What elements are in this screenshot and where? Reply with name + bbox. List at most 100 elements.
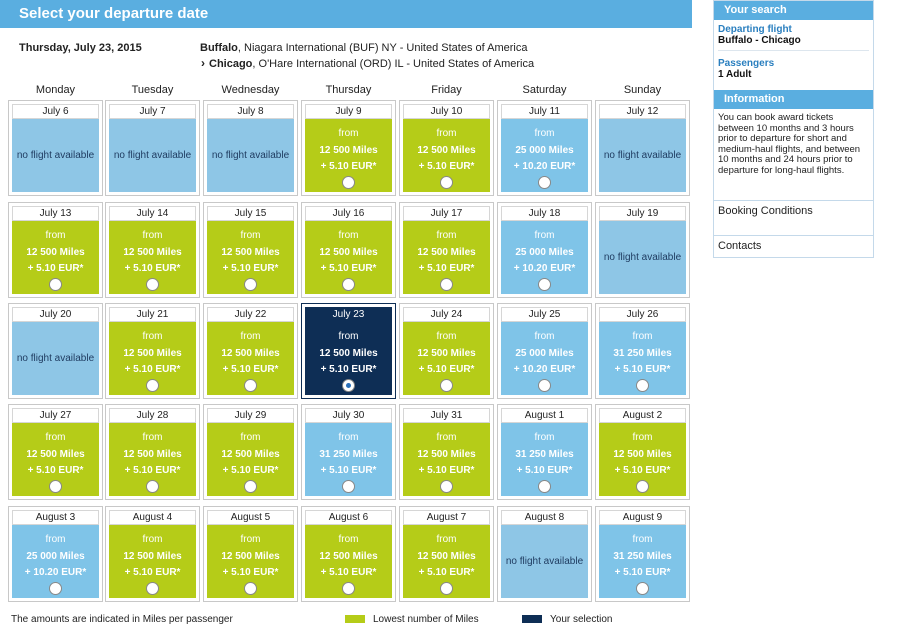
fee-value: + 5.10 EUR*: [124, 364, 181, 375]
date-cell[interactable]: July 30 from 31 250 Miles + 5.10 EUR*: [301, 404, 396, 500]
date-cell[interactable]: July 25 from 25 000 Miles + 10.20 EUR*: [497, 303, 592, 399]
fare-body: from 12 500 Miles + 5.10 EUR*: [207, 322, 294, 395]
date-cell[interactable]: July 22 from 12 500 Miles + 5.10 EUR*: [203, 303, 298, 399]
miles-value: 12 500 Miles: [123, 551, 182, 562]
select-date-radio[interactable]: [538, 176, 551, 189]
select-date-radio[interactable]: [146, 278, 159, 291]
date-cell[interactable]: August 7 from 12 500 Miles + 5.10 EUR*: [399, 506, 494, 602]
miles-value: 12 500 Miles: [123, 348, 182, 359]
date-label: July 31: [403, 408, 490, 423]
date-cell: July 6 no flight available: [8, 100, 103, 196]
date-cell[interactable]: August 4 from 12 500 Miles + 5.10 EUR*: [105, 506, 200, 602]
fee-value: + 5.10 EUR*: [222, 364, 279, 375]
select-date-radio[interactable]: [636, 582, 649, 595]
date-cell[interactable]: July 14 from 12 500 Miles + 5.10 EUR*: [105, 202, 200, 298]
select-date-radio[interactable]: [440, 379, 453, 392]
lowest-miles-swatch: [345, 615, 365, 623]
date-cell[interactable]: July 11 from 25 000 Miles + 10.20 EUR*: [497, 100, 592, 196]
select-date-radio[interactable]: [440, 582, 453, 595]
select-date-radio[interactable]: [146, 480, 159, 493]
select-date-radio[interactable]: [342, 379, 355, 392]
select-date-radio[interactable]: [440, 176, 453, 189]
select-date-radio[interactable]: [49, 582, 62, 595]
miles-value: 12 500 Miles: [417, 348, 476, 359]
date-cell[interactable]: July 28 from 12 500 Miles + 5.10 EUR*: [105, 404, 200, 500]
miles-value: 12 500 Miles: [417, 145, 476, 156]
date-cell[interactable]: August 5 from 12 500 Miles + 5.10 EUR*: [203, 506, 298, 602]
departing-flight-label: Departing flight: [718, 24, 792, 35]
select-date-radio[interactable]: [244, 379, 257, 392]
select-date-radio[interactable]: [146, 582, 159, 595]
fee-value: + 5.10 EUR*: [418, 567, 475, 578]
select-date-radio[interactable]: [538, 480, 551, 493]
fare-body: from 12 500 Miles + 5.10 EUR*: [207, 221, 294, 294]
your-search-title: Your search: [714, 1, 873, 20]
fare-body: from 12 500 Miles + 5.10 EUR*: [305, 525, 392, 598]
miles-value: 31 250 Miles: [613, 348, 672, 359]
date-label: July 30: [305, 408, 392, 423]
select-date-radio[interactable]: [49, 278, 62, 291]
from-label: from: [534, 432, 555, 443]
fare-body: from 25 000 Miles + 10.20 EUR*: [501, 119, 588, 192]
legend-selection-label: Your selection: [550, 614, 613, 625]
select-date-radio[interactable]: [538, 278, 551, 291]
miles-value: 25 000 Miles: [515, 348, 574, 359]
date-cell[interactable]: July 31 from 12 500 Miles + 5.10 EUR*: [399, 404, 494, 500]
date-cell[interactable]: July 24 from 12 500 Miles + 5.10 EUR*: [399, 303, 494, 399]
date-cell[interactable]: July 29 from 12 500 Miles + 5.10 EUR*: [203, 404, 298, 500]
select-date-radio[interactable]: [244, 582, 257, 595]
date-cell[interactable]: July 13 from 12 500 Miles + 5.10 EUR*: [8, 202, 103, 298]
fare-body: from 12 500 Miles + 5.10 EUR*: [403, 525, 490, 598]
date-cell[interactable]: July 10 from 12 500 Miles + 5.10 EUR*: [399, 100, 494, 196]
date-cell[interactable]: July 9 from 12 500 Miles + 5.10 EUR*: [301, 100, 396, 196]
date-cell[interactable]: July 23 from 12 500 Miles + 5.10 EUR*: [301, 303, 396, 399]
fare-body: no flight available: [599, 119, 686, 192]
date-cell[interactable]: July 17 from 12 500 Miles + 5.10 EUR*: [399, 202, 494, 298]
date-cell[interactable]: August 1 from 31 250 Miles + 5.10 EUR*: [497, 404, 592, 500]
select-date-radio[interactable]: [342, 480, 355, 493]
date-cell[interactable]: July 18 from 25 000 Miles + 10.20 EUR*: [497, 202, 592, 298]
no-flight-text: no flight available: [211, 150, 290, 161]
miles-value: 12 500 Miles: [123, 247, 182, 258]
fee-value: + 5.10 EUR*: [320, 364, 377, 375]
select-date-radio[interactable]: [342, 278, 355, 291]
date-label: July 14: [109, 206, 196, 221]
date-cell[interactable]: August 3 from 25 000 Miles + 10.20 EUR*: [8, 506, 103, 602]
date-cell: July 7 no flight available: [105, 100, 200, 196]
fare-body: no flight available: [12, 322, 99, 395]
date-cell[interactable]: July 16 from 12 500 Miles + 5.10 EUR*: [301, 202, 396, 298]
select-date-radio[interactable]: [636, 480, 649, 493]
select-date-radio[interactable]: [342, 582, 355, 595]
date-cell[interactable]: July 15 from 12 500 Miles + 5.10 EUR*: [203, 202, 298, 298]
select-date-radio[interactable]: [636, 379, 649, 392]
from-label: from: [240, 432, 261, 443]
contacts-link[interactable]: Contacts: [718, 240, 762, 252]
miles-value: 12 500 Miles: [26, 247, 85, 258]
fare-body: from 12 500 Miles + 5.10 EUR*: [109, 423, 196, 496]
select-date-radio[interactable]: [244, 278, 257, 291]
date-cell[interactable]: August 9 from 31 250 Miles + 5.10 EUR*: [595, 506, 690, 602]
date-cell[interactable]: July 26 from 31 250 Miles + 5.10 EUR*: [595, 303, 690, 399]
miles-value: 12 500 Miles: [123, 449, 182, 460]
select-date-radio[interactable]: [342, 176, 355, 189]
select-date-radio[interactable]: [49, 480, 62, 493]
legend: The amounts are indicated in Miles per p…: [0, 612, 692, 629]
from-label: from: [45, 230, 66, 241]
date-cell[interactable]: July 27 from 12 500 Miles + 5.10 EUR*: [8, 404, 103, 500]
date-label: July 29: [207, 408, 294, 423]
select-date-radio[interactable]: [440, 278, 453, 291]
booking-conditions-link[interactable]: Booking Conditions: [718, 205, 813, 217]
date-cell[interactable]: August 6 from 12 500 Miles + 5.10 EUR*: [301, 506, 396, 602]
date-cell[interactable]: July 21 from 12 500 Miles + 5.10 EUR*: [105, 303, 200, 399]
information-title: Information: [714, 90, 873, 109]
select-date-radio[interactable]: [440, 480, 453, 493]
select-date-radio[interactable]: [146, 379, 159, 392]
from-label: from: [45, 534, 66, 545]
miles-value: 12 500 Miles: [319, 145, 378, 156]
main-panel: Select your departure date Thursday, Jul…: [0, 0, 692, 629]
fare-body: from 31 250 Miles + 5.10 EUR*: [501, 423, 588, 496]
select-date-radio[interactable]: [538, 379, 551, 392]
date-label: July 26: [599, 307, 686, 322]
select-date-radio[interactable]: [244, 480, 257, 493]
date-cell[interactable]: August 2 from 12 500 Miles + 5.10 EUR*: [595, 404, 690, 500]
